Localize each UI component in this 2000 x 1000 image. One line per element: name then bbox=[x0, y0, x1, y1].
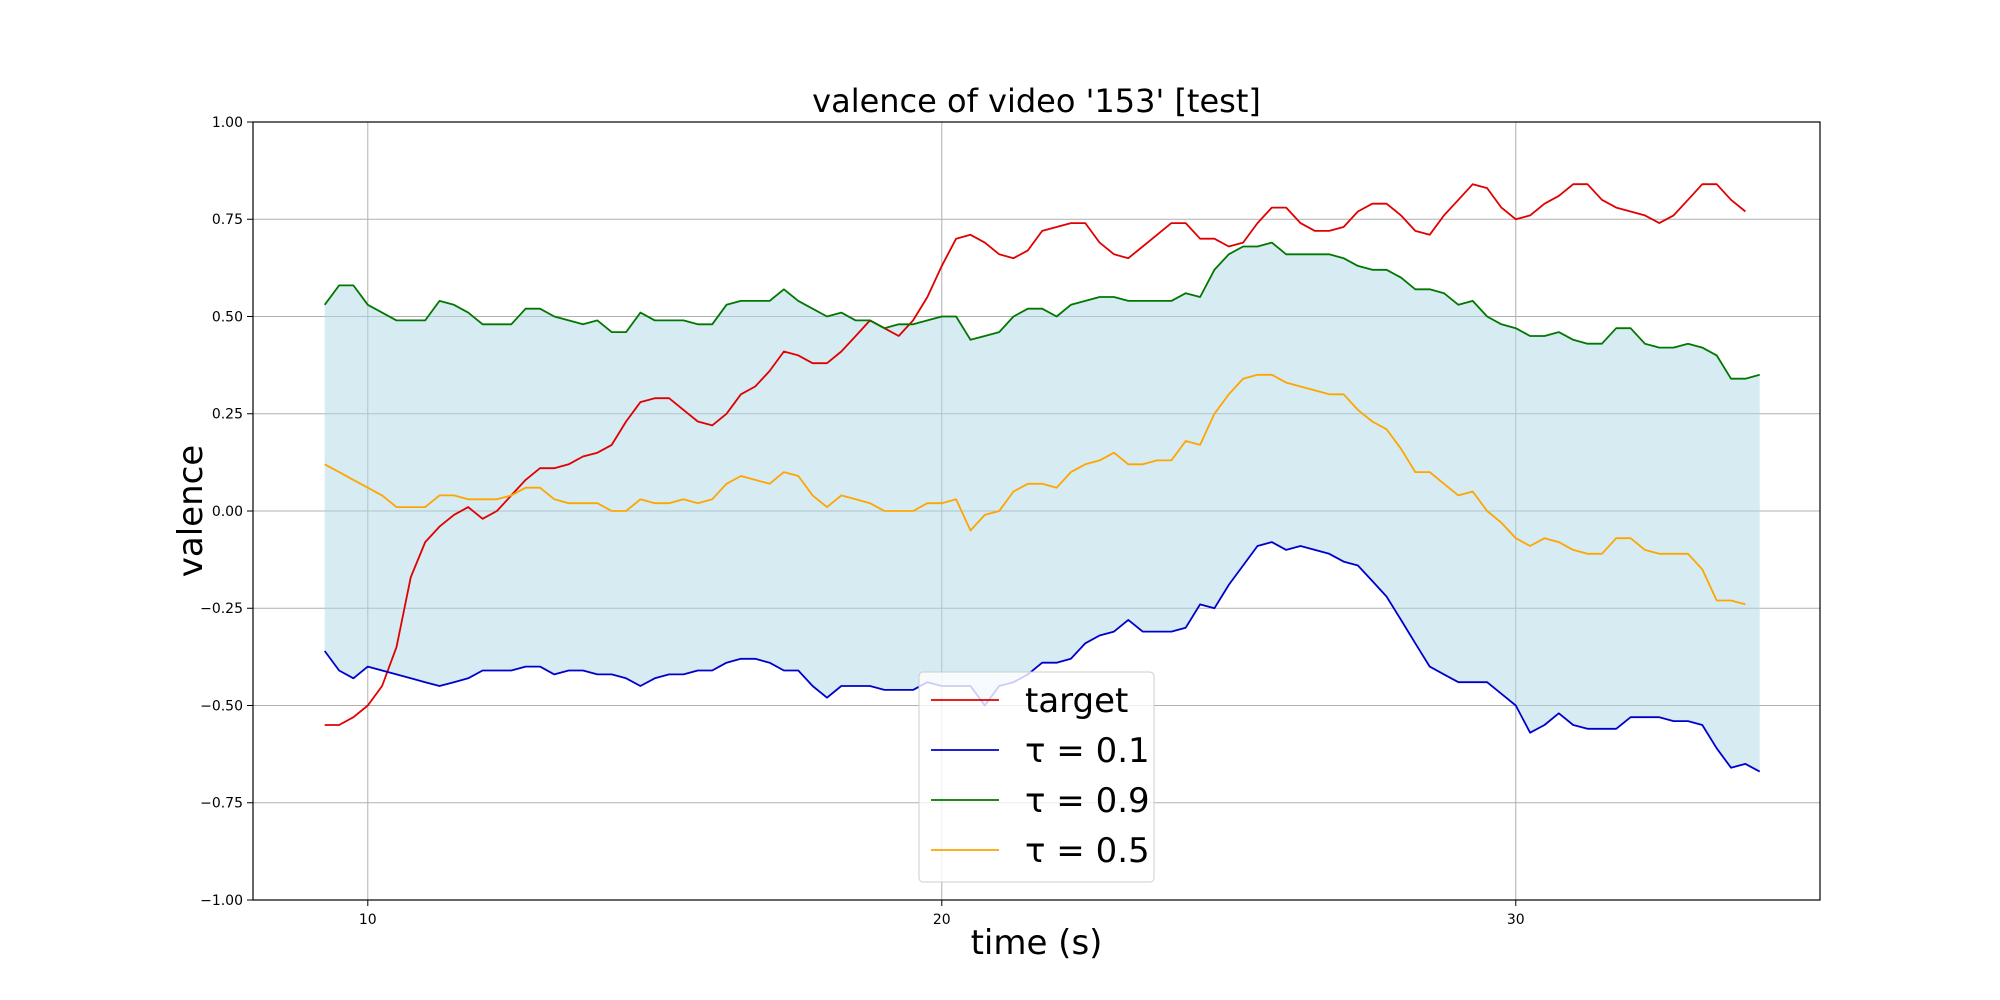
x-axis-label: time (s) bbox=[971, 923, 1103, 963]
y-tick-label: 0.00 bbox=[212, 504, 243, 520]
series-line-3 bbox=[324, 373, 1746, 606]
chart-title: valence of video '153' [test] bbox=[812, 82, 1261, 120]
legend-entry-label: τ = 0.5 bbox=[1025, 831, 1150, 871]
y-tick-label: −0.25 bbox=[200, 601, 243, 617]
y-tick-label: 0.75 bbox=[212, 212, 243, 228]
series-line-0 bbox=[324, 183, 1746, 726]
y-tick-label: 0.25 bbox=[212, 407, 243, 423]
y-tick-label: −1.00 bbox=[200, 893, 243, 909]
axis-ticks: −1.00 −0.75 −0.50 −0.25 0.00 0.25 0.50 0.75 1.00… bbox=[200, 115, 1525, 928]
series-line-2 bbox=[323, 241, 1760, 380]
legend: target τ = 0.1 τ = 0.9 τ = 0.5 bbox=[918, 671, 1155, 883]
y-tick-label: −0.50 bbox=[200, 698, 243, 714]
y-tick-label: 1.00 bbox=[212, 115, 243, 131]
legend-entry-label: τ = 0.1 bbox=[1025, 731, 1150, 771]
quantile-band-area bbox=[324, 242, 1760, 772]
legend-entry-label: τ = 0.9 bbox=[1025, 781, 1150, 821]
quantile-band bbox=[324, 242, 1760, 772]
legend-entry-label: target bbox=[1025, 681, 1128, 721]
legend-box bbox=[918, 671, 1155, 883]
y-axis-label: valence bbox=[171, 445, 211, 577]
series-line-1 bbox=[323, 541, 1761, 773]
y-tick-label: −0.75 bbox=[200, 796, 243, 812]
x-tick-label: 30 bbox=[1507, 912, 1525, 928]
series-lines bbox=[323, 183, 1761, 773]
x-tick-label: 20 bbox=[933, 912, 951, 928]
y-tick-label: 0.50 bbox=[212, 309, 243, 325]
x-tick-label: 10 bbox=[359, 912, 377, 928]
